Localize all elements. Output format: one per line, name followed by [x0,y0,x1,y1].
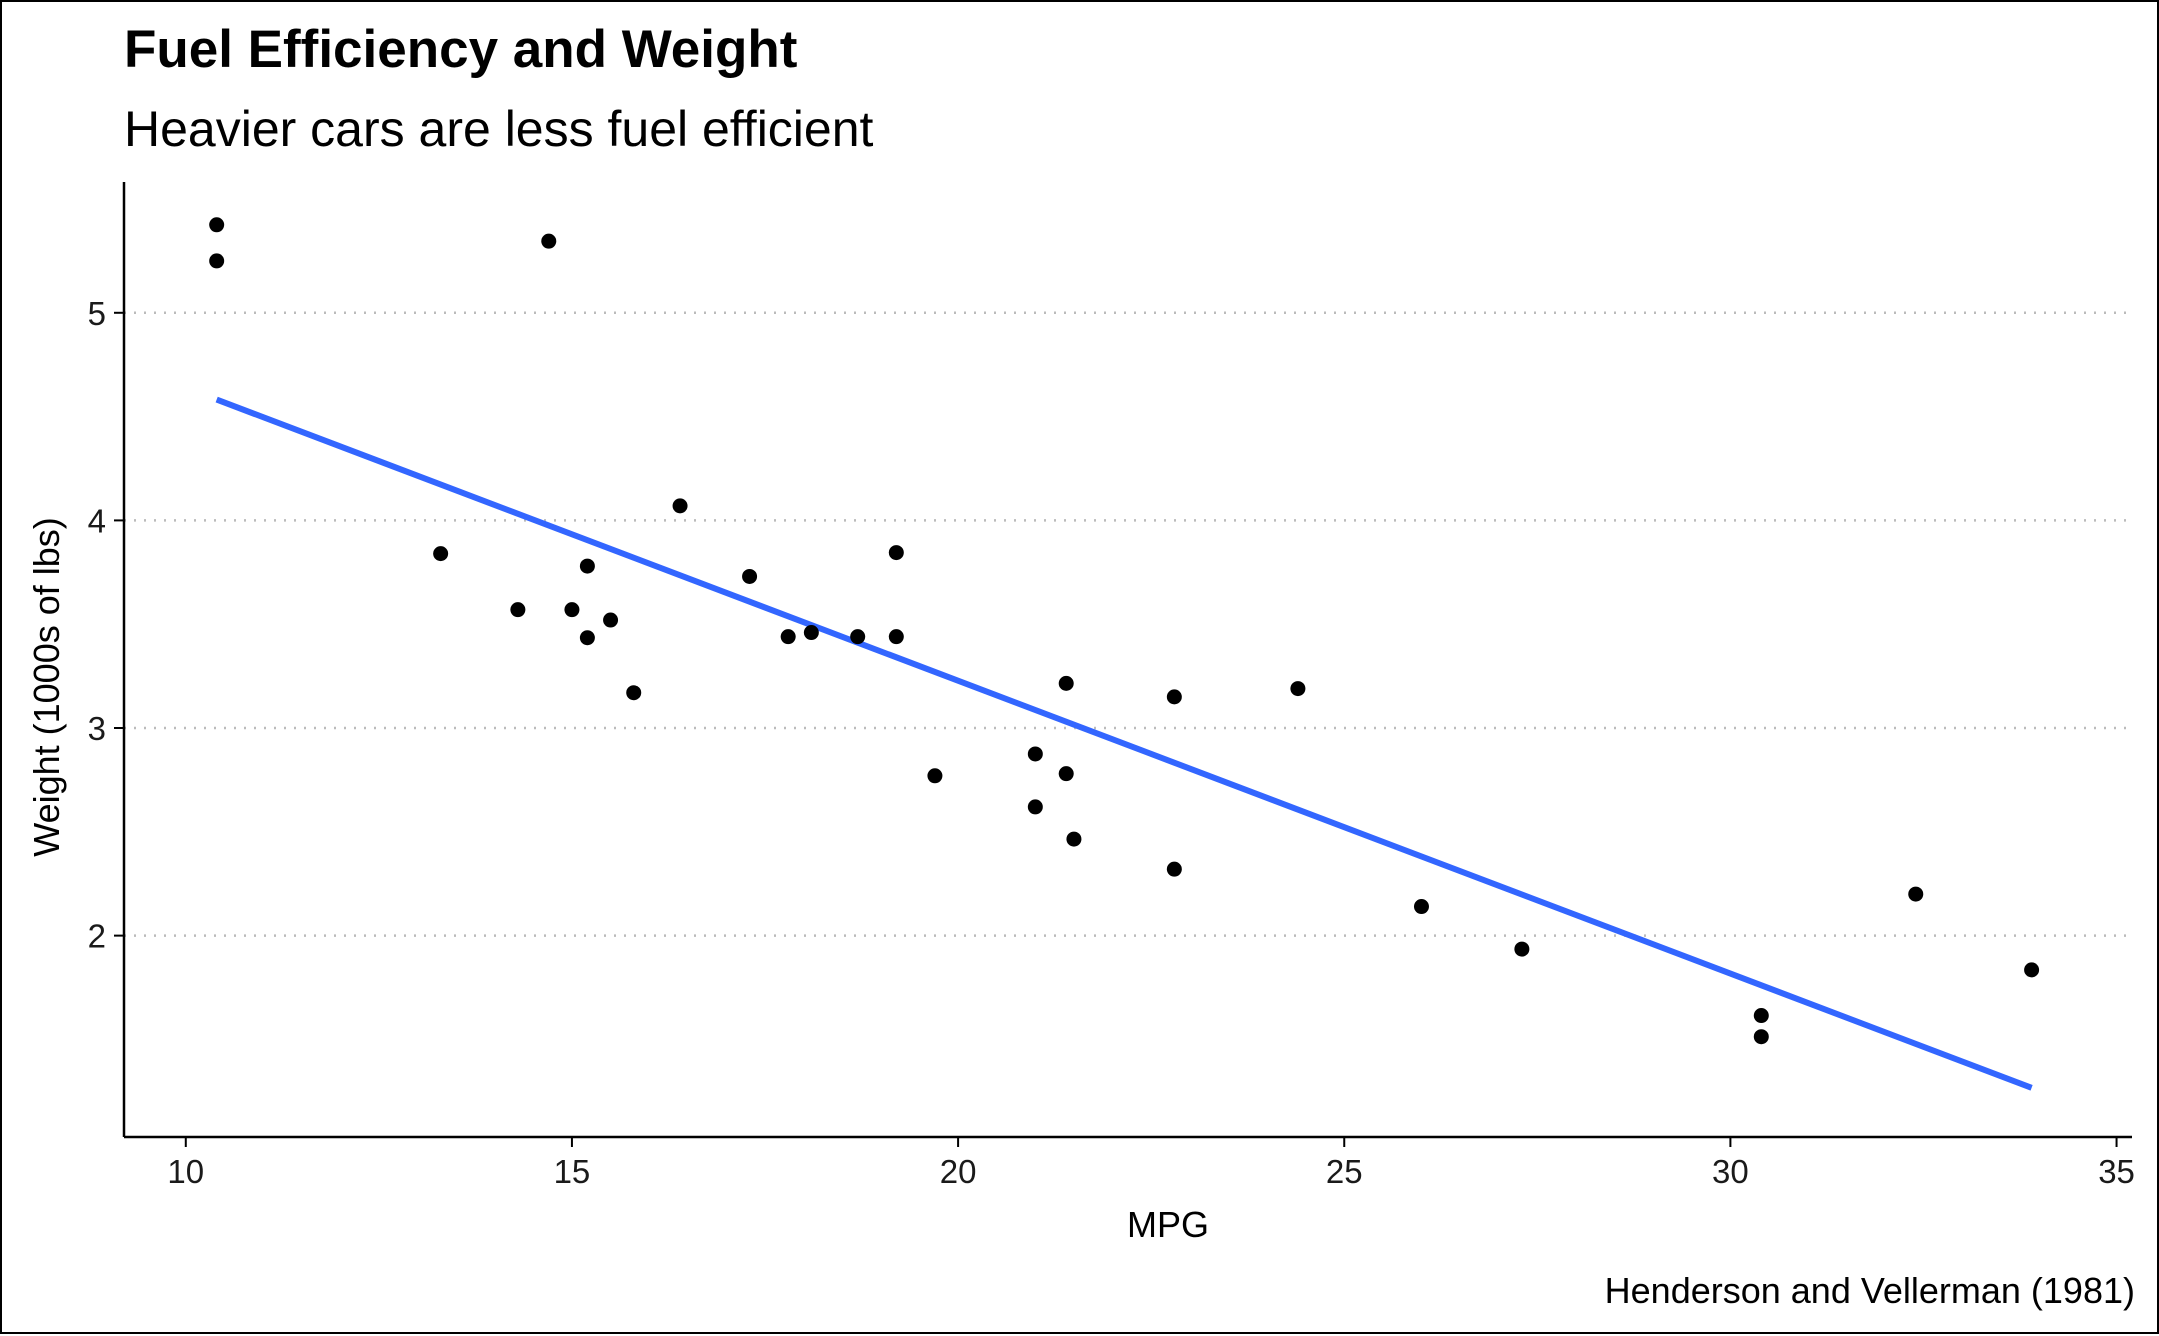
data-point [780,629,796,645]
x-tick-label: 30 [1712,1153,1749,1190]
data-point [742,568,758,584]
data-point [579,558,595,574]
data-point [1908,886,1924,902]
y-tick-label: 4 [88,502,106,539]
data-point [1413,899,1429,915]
data-point [927,768,943,784]
chart-caption: Henderson and Vellerman (1981) [1605,1270,2135,1311]
data-point [850,629,866,645]
data-point [564,602,580,618]
data-point [888,629,904,645]
y-tick-label: 2 [88,918,106,955]
chart-subtitle: Heavier cars are less fuel efficient [124,101,874,157]
data-point [803,625,819,641]
data-point [1058,675,1074,691]
data-point [1753,1008,1769,1024]
data-point [1290,681,1306,697]
data-point [541,233,557,249]
data-point [2024,962,2040,978]
x-tick-label: 25 [1326,1153,1363,1190]
y-axis-title: Weight (1000s of lbs) [26,517,67,857]
x-tick-label: 35 [2098,1153,2135,1190]
y-tick-label: 5 [88,295,106,332]
data-point [1027,746,1043,762]
data-point [672,498,688,514]
data-points [209,217,2040,1045]
data-point [888,545,904,561]
data-point [1058,766,1074,782]
tick-labels: 2 3 4 5 10 15 20 25 30 35 [88,295,2135,1190]
x-tick-label: 10 [167,1153,204,1190]
x-axis-title: MPG [1127,1204,1209,1245]
trend-line-group [215,396,2033,1091]
axes [114,182,2132,1147]
data-point [209,217,225,233]
y-tick-label: 3 [88,710,106,747]
x-tick-label: 15 [554,1153,591,1190]
data-point [1066,831,1082,847]
data-point [1027,799,1043,815]
chart-title: Fuel Efficiency and Weight [124,20,797,79]
data-point [1166,689,1182,705]
data-point [626,685,642,701]
data-point [433,546,449,562]
data-point [1166,861,1182,877]
data-point [1514,941,1530,957]
data-point [1753,1029,1769,1045]
data-point [209,253,225,269]
x-tick-label: 20 [940,1153,977,1190]
gridlines [124,311,2132,937]
data-point [579,630,595,646]
data-point [510,602,526,618]
trend-line [215,396,2033,1091]
data-point [603,612,619,628]
